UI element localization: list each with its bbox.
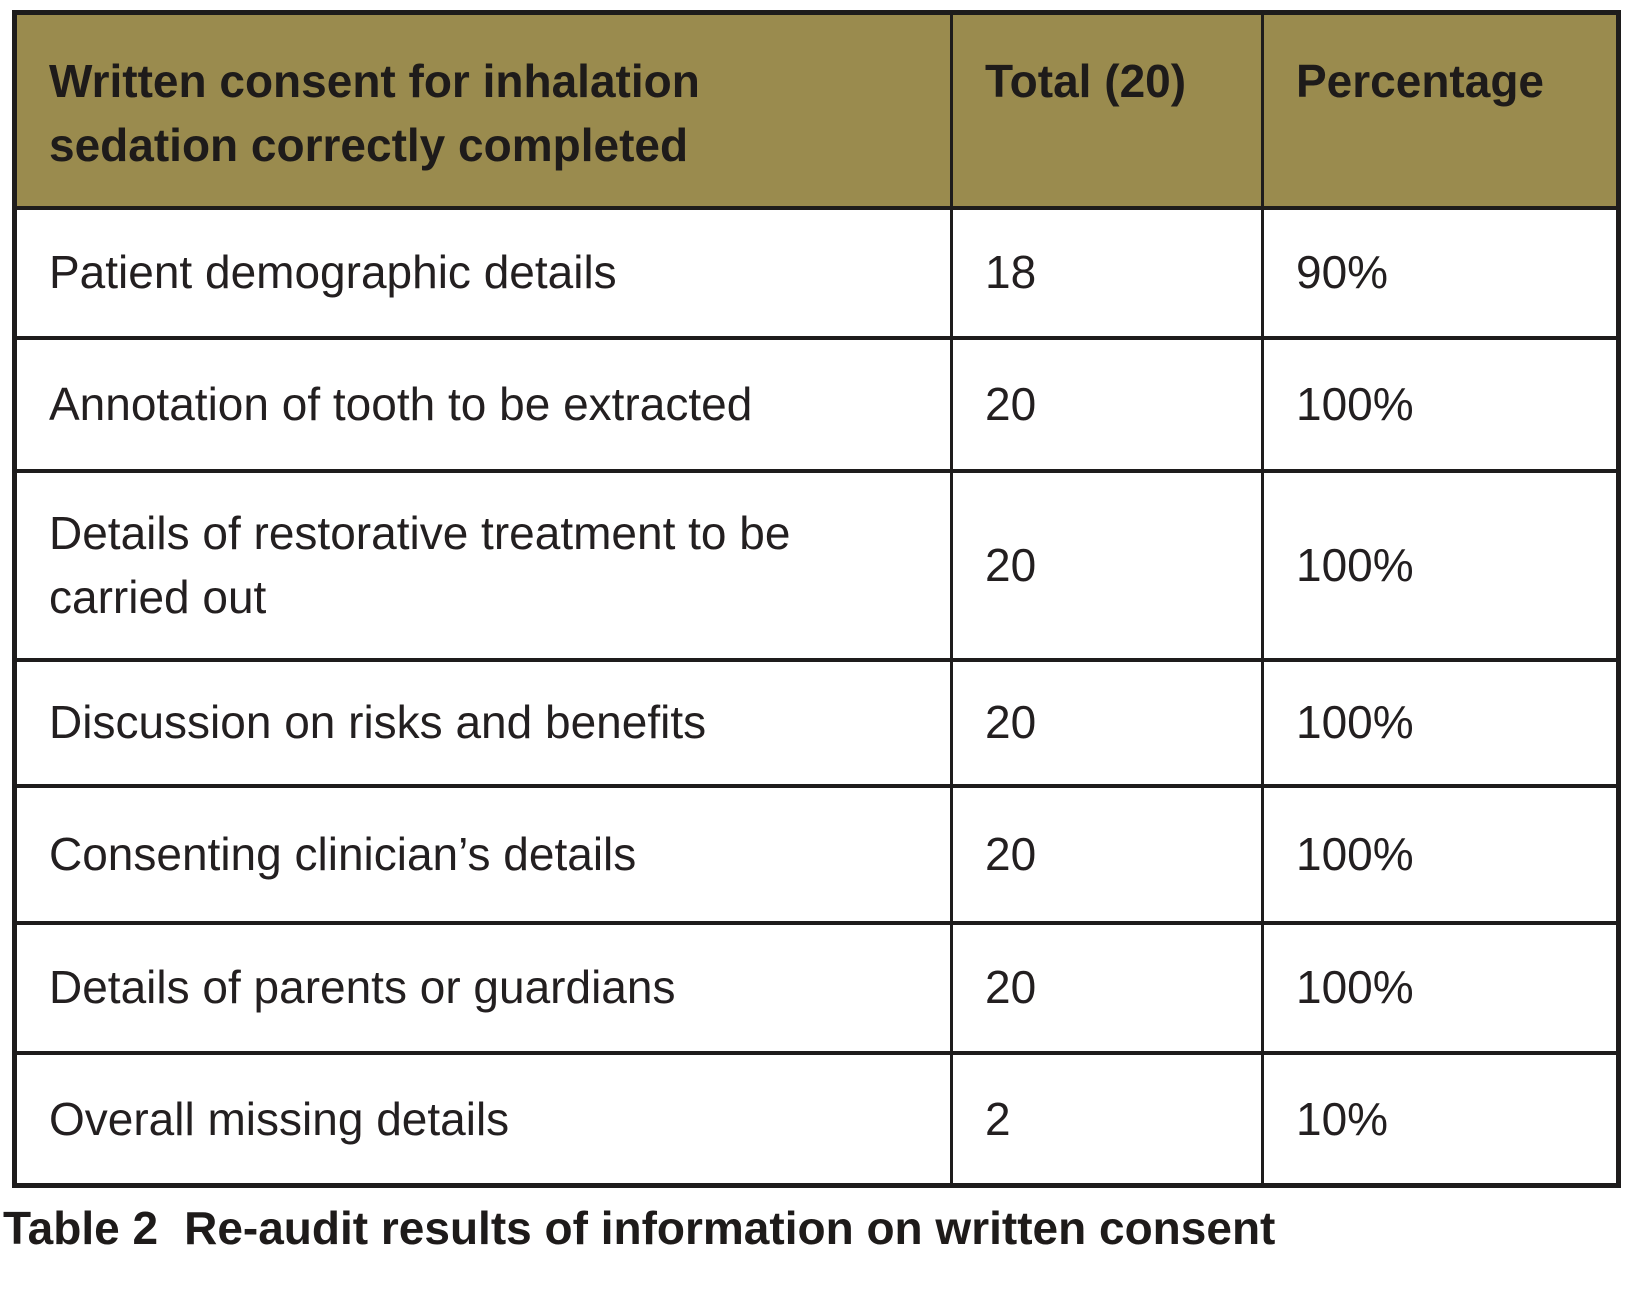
percentage-value: 90% [1296,246,1389,299]
criteria-cell: Patient demographic details [13,205,953,340]
criteria-cell: Overall missing details [13,1050,953,1188]
header-total-label: Total (20) [985,55,1187,107]
total-cell: 2 [950,1050,1264,1188]
percentage-cell: 100% [1261,657,1620,788]
table-caption: Table 2 Re-audit results of information o… [3,1201,1275,1255]
criteria-text: Consenting clinician’s details [49,827,637,880]
criteria-text: Discussion on risks and benefits [49,696,707,749]
total-cell: 20 [950,335,1264,473]
table-row: Details of restorative treatment to be c… [13,468,1620,662]
table-row: Discussion on risks and benefits 20 100% [13,657,1620,788]
percentage-cell: 100% [1261,335,1620,473]
percentage-value: 100% [1296,961,1414,1014]
total-value: 18 [985,246,1037,299]
criteria-text: Details of parents or guardians [49,961,676,1014]
percentage-value: 100% [1296,538,1414,591]
total-cell: 20 [950,783,1264,925]
header-criteria-label: Written consent for inhalation sedation … [49,55,700,172]
total-value: 20 [985,696,1037,749]
caption-text: Re-audit results of information on writt… [184,1202,1276,1254]
table-header-row: Written consent for inhalation sedation … [13,10,1620,210]
criteria-cell: Annotation of tooth to be extracted [13,335,953,473]
table-row: Annotation of tooth to be extracted 20 1… [13,335,1620,473]
audit-results-table: Written consent for inhalation sedation … [12,10,1621,1188]
percentage-cell: 10% [1261,1050,1620,1188]
criteria-cell: Consenting clinician’s details [13,783,953,925]
criteria-text: Details of restorative treatment to be c… [49,506,791,623]
total-value: 2 [985,1092,1011,1145]
total-value: 20 [985,961,1037,1014]
criteria-cell: Details of restorative treatment to be c… [13,468,953,662]
percentage-value: 100% [1296,377,1414,430]
header-cell-criteria: Written consent for inhalation sedation … [13,10,953,210]
percentage-cell: 100% [1261,468,1620,662]
percentage-value: 10% [1296,1092,1389,1145]
caption-label: Table 2 [3,1202,159,1254]
total-value: 20 [985,538,1037,591]
criteria-cell: Details of parents or guardians [13,920,953,1055]
total-value: 20 [985,377,1037,430]
header-percentage-label: Percentage [1296,55,1545,107]
criteria-text: Patient demographic details [49,246,617,299]
total-cell: 20 [950,920,1264,1055]
table-row: Overall missing details 2 10% [13,1050,1620,1188]
table-row: Details of parents or guardians 20 100% [13,920,1620,1055]
criteria-cell: Discussion on risks and benefits [13,657,953,788]
header-cell-percentage: Percentage [1261,10,1620,210]
percentage-value: 100% [1296,696,1414,749]
percentage-cell: 90% [1261,205,1620,340]
total-value: 20 [985,827,1037,880]
percentage-value: 100% [1296,827,1414,880]
percentage-cell: 100% [1261,783,1620,925]
table-row: Consenting clinician’s details 20 100% [13,783,1620,925]
total-cell: 20 [950,657,1264,788]
criteria-text: Annotation of tooth to be extracted [49,377,753,430]
total-cell: 18 [950,205,1264,340]
table-row: Patient demographic details 18 90% [13,205,1620,340]
header-cell-total: Total (20) [950,10,1264,210]
total-cell: 20 [950,468,1264,662]
percentage-cell: 100% [1261,920,1620,1055]
criteria-text: Overall missing details [49,1092,510,1145]
